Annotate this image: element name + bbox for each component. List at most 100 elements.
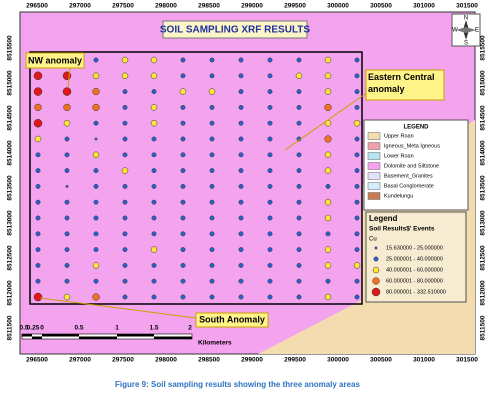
sample-point [35,247,41,253]
sample-point [122,120,128,126]
legend-title: LEGEND [403,125,429,131]
sample-point [324,167,332,174]
y-coord-label: 8515500 [7,35,14,61]
sample-point [93,168,99,174]
sample-point [64,278,70,284]
sample-point [238,136,244,142]
sample-point [267,278,273,284]
sample-point [151,89,157,95]
x-coord-label: 299000 [241,357,263,364]
north-n: N [464,16,468,22]
sample-point [324,198,332,206]
scale-seg [154,336,192,339]
sample-point [354,231,360,237]
callout-box [25,52,85,69]
sample-point [267,89,273,95]
sample-point [267,168,273,174]
sample-point [122,215,128,221]
sample-point [354,183,360,189]
sample-point [180,152,186,158]
x-coord-label: 300500 [370,357,392,364]
sample-point [180,73,186,79]
y-coord-label: 8514000 [7,140,14,166]
x-coord-label: 300000 [327,3,349,10]
legend-label: Lower Roan [384,153,414,159]
sample-point [354,294,360,300]
sample-point [180,199,186,205]
sample-point [34,103,42,112]
sample-point [324,151,332,159]
scale-seg [32,336,42,339]
legend-swatch [367,142,381,150]
sample-point [295,72,303,80]
sample-point [93,247,99,253]
sample-point [34,135,42,143]
geology-legend [363,119,469,211]
y-coord-label: 8511500 [7,315,14,340]
sample-point [93,278,99,284]
legend-label: 25.000001 - 40.000000 [386,256,443,262]
sample-point [354,152,360,158]
sample-point [122,231,128,237]
sample-point [122,294,128,300]
sample-point [121,72,129,80]
sample-point [92,262,100,269]
legend-symbol [373,256,379,262]
sample-point [122,247,128,253]
y-coord-label: 8511500 [480,315,487,340]
caption: Figure 9: Soil sampling results showing … [115,380,361,389]
sample-point [354,278,360,284]
y-coord-label: 8514500 [7,105,14,131]
sample-point [151,278,157,284]
sample-point [151,183,157,189]
sample-point [180,278,186,284]
sample-point [33,71,43,81]
scale-label: 0.25 [27,325,40,332]
x-coord-label: 298500 [198,357,220,364]
scale-label: 0 [40,325,44,332]
sample-point [122,104,128,110]
sample-point [354,136,360,142]
y-coord-label: 8513000 [7,210,14,236]
y-coord-label: 8515000 [480,70,487,96]
sample-point [121,56,129,64]
sample-point [122,136,128,142]
sample-point [209,120,215,126]
sample-point [209,183,215,189]
sample-point [354,89,360,95]
sample-point [93,199,99,205]
sample-point [238,215,244,221]
sample-point [324,246,332,253]
sample-point [122,152,128,158]
callout: NW anomaly [28,55,82,65]
sample-point [92,151,100,159]
sample-point [324,214,332,222]
sample-point [151,168,157,174]
sample-point [180,57,186,63]
sample-point [63,119,71,127]
sample-point [180,215,186,221]
x-coord-label: 299000 [241,3,263,10]
sample-point [64,168,70,174]
sample-point [93,57,99,63]
legend-swatch [367,162,381,170]
sample-point [209,57,215,63]
y-coord-label: 8513500 [480,175,487,201]
sample-point [35,152,41,158]
sample-point [209,231,215,237]
scale-unit: Kilometers [198,340,232,347]
scale-label: 2 [188,325,192,332]
sample-point [238,57,244,63]
callout-box [195,312,269,328]
sample-point [122,199,128,205]
sample-point [209,136,215,142]
sample-point [121,167,129,174]
sample-point [238,294,244,300]
sample-point [267,104,273,110]
y-coord-label: 8513000 [480,210,487,236]
sample-point [33,87,43,96]
sample-point [296,231,302,237]
sample-point [92,293,100,301]
sample-point [354,168,360,174]
scale-label: 1.5 [149,325,158,332]
